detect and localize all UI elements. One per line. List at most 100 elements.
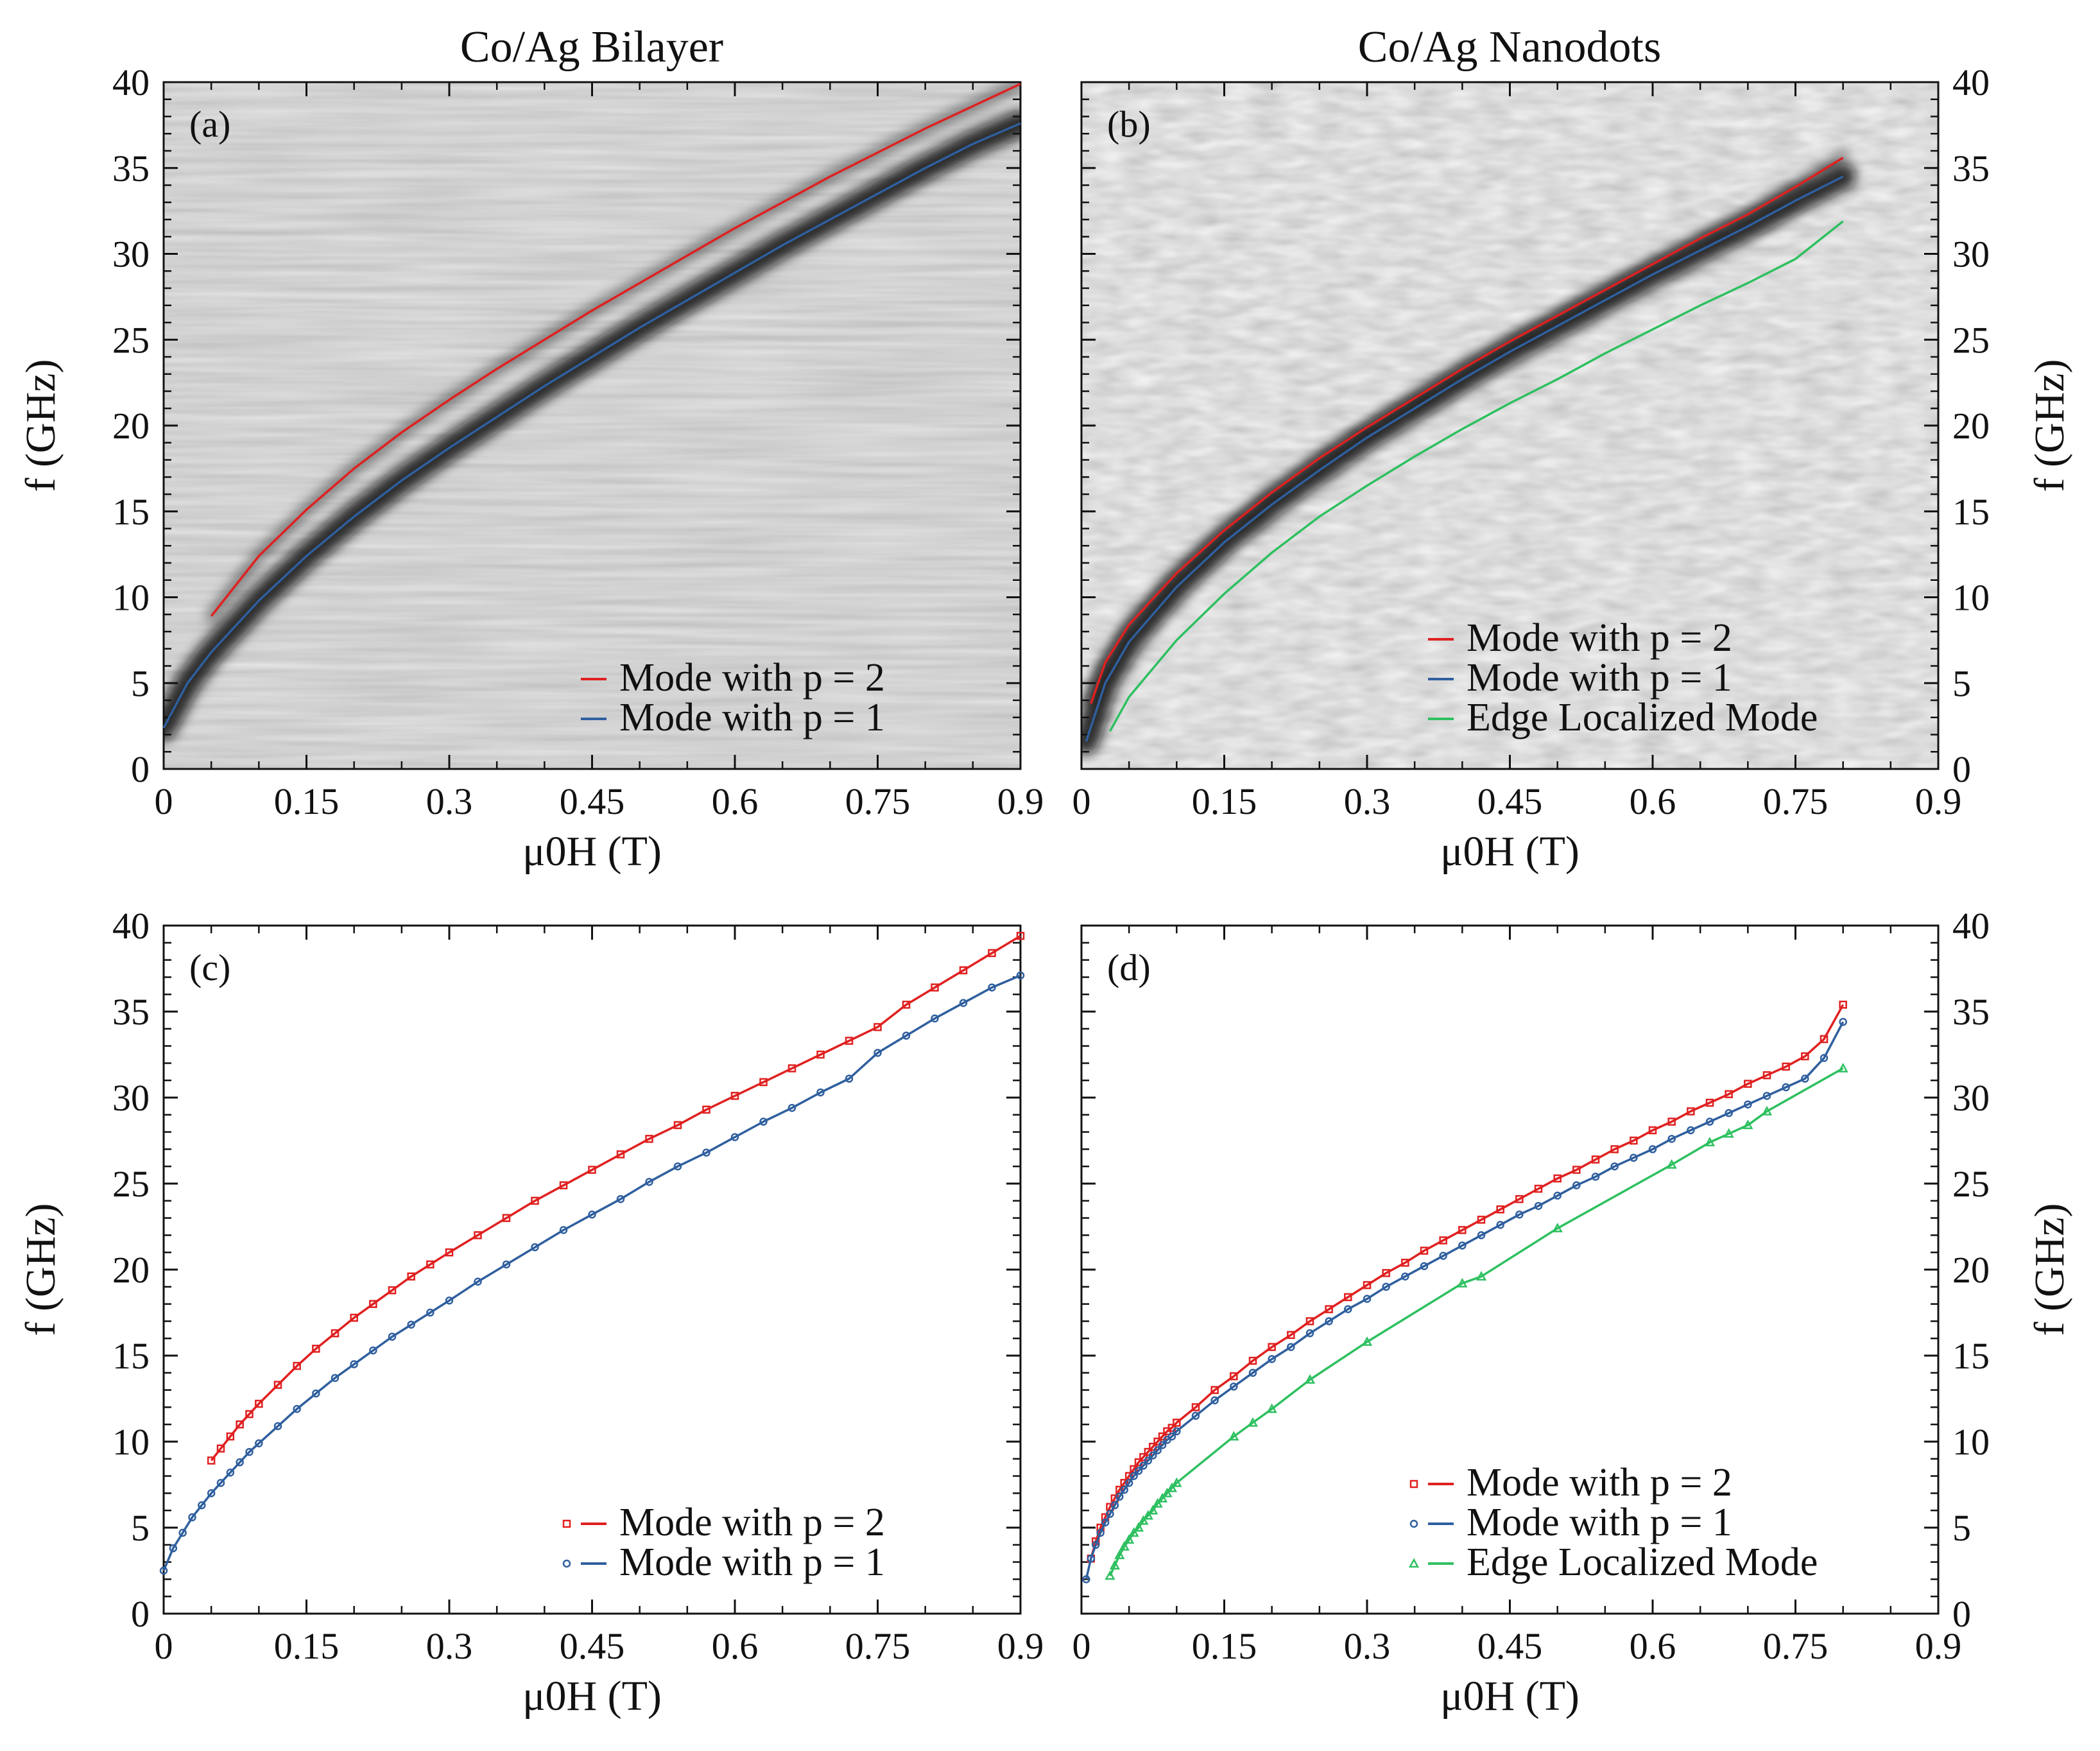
data-point (1149, 1451, 1157, 1460)
x-tick-label: 0.45 (1477, 1625, 1543, 1667)
data-point (1705, 1117, 1714, 1126)
x-tick-label: 0.45 (560, 781, 625, 822)
data-point (1610, 1162, 1619, 1171)
data-point (902, 1031, 911, 1040)
data-point (759, 1078, 768, 1087)
data-point (1082, 1575, 1090, 1583)
data-point (645, 1178, 653, 1186)
data-point (1162, 1487, 1173, 1497)
data-point (1761, 1105, 1773, 1116)
x-tick-label: 0.9 (997, 1625, 1044, 1667)
data-point (1157, 1492, 1168, 1503)
data-point (1648, 1126, 1657, 1135)
data-point (816, 1088, 825, 1097)
data-point (645, 1135, 653, 1143)
data-point (273, 1422, 282, 1431)
data-point (207, 1489, 216, 1497)
x-tick-label: 0.9 (1915, 781, 1962, 822)
data-point (1687, 1107, 1695, 1116)
data-point (1128, 1527, 1139, 1537)
data-point (216, 1479, 225, 1487)
y-tick-label: 35 (112, 991, 150, 1033)
data-point (1723, 1128, 1734, 1138)
legend-marker (1409, 1519, 1418, 1528)
x-tick-label: 0.3 (1344, 781, 1391, 822)
data-point (1496, 1205, 1504, 1214)
series-mode-with-p-1 (1082, 1017, 1847, 1583)
data-point (1173, 1427, 1181, 1436)
series-edge-localized-mode (1108, 220, 1844, 732)
y-tick-label: 10 (112, 577, 150, 619)
x-axis-label: μ0H (T) (522, 828, 662, 875)
data-point (1016, 931, 1025, 940)
y-tick-label: 40 (112, 905, 150, 947)
data-point (1572, 1181, 1581, 1189)
data-point (1228, 1431, 1239, 1441)
legend-marker (1408, 1558, 1420, 1568)
data-point (1591, 1155, 1600, 1164)
data-point (1744, 1100, 1752, 1108)
data-point (226, 1432, 235, 1441)
y-tick-label: 0 (131, 748, 150, 790)
y-tick-label: 5 (1952, 1507, 1971, 1549)
data-point (988, 983, 996, 992)
data-point (1801, 1074, 1809, 1083)
x-tick-label: 0.15 (274, 781, 340, 822)
data-point (1191, 1411, 1200, 1420)
data-point (1782, 1083, 1790, 1092)
data-point (1268, 1355, 1276, 1363)
legend-entry: Mode with p = 2 (1467, 616, 1732, 660)
x-tick-label: 0.15 (274, 1625, 340, 1667)
x-tick-label: 0.15 (1192, 781, 1257, 822)
data-point (207, 1456, 216, 1465)
legend-entry: Mode with p = 1 (1467, 1501, 1732, 1544)
series-line (210, 935, 1021, 1462)
legend-entry: Edge Localized Mode (1467, 1540, 1818, 1584)
data-point (1144, 1456, 1153, 1465)
data-point (245, 1447, 254, 1456)
data-point (845, 1074, 854, 1083)
data-point (1142, 1510, 1153, 1520)
data-point (1515, 1195, 1524, 1203)
data-point (874, 1049, 882, 1057)
x-tick-label: 0.75 (1763, 781, 1829, 822)
y-tick-label: 15 (1952, 491, 1990, 533)
y-axis-label: f (GHz) (2026, 359, 2073, 492)
data-point (1247, 1417, 1259, 1427)
data-point (1266, 1403, 1277, 1413)
data-point (1496, 1221, 1504, 1229)
series-line (162, 122, 1021, 729)
data-point (1124, 1534, 1135, 1544)
series-mode-with-p-2 (207, 931, 1025, 1465)
series-line (1085, 175, 1844, 742)
x-tick-label: 0.6 (712, 1625, 759, 1667)
x-tick-label: 0.45 (560, 1625, 625, 1667)
panel-b: 0 0.15 0.3 0.45 0.6 0.75 0.90510152025303540μ0… (1072, 62, 2074, 875)
data-point (1534, 1184, 1543, 1193)
data-point (1705, 1098, 1714, 1107)
data-point (502, 1260, 511, 1269)
data-point (236, 1420, 244, 1429)
data-point (931, 1014, 939, 1022)
series-mode-with-p-2 (1090, 157, 1844, 704)
y-axis-label: f (GHz) (17, 359, 64, 492)
data-point (1725, 1108, 1733, 1117)
data-point (1420, 1246, 1429, 1255)
legend-entry: Mode with p = 1 (619, 1540, 885, 1584)
data-point (1325, 1305, 1333, 1313)
x-tick-label: 0 (155, 1625, 173, 1667)
data-point (1110, 1501, 1119, 1510)
data-point (1152, 1497, 1163, 1508)
data-point (1820, 1054, 1829, 1062)
data-point (1610, 1145, 1619, 1153)
legend-entry: Mode with p = 2 (619, 1501, 885, 1544)
series-line (210, 83, 1021, 617)
data-point (236, 1458, 244, 1467)
panel-label: (c) (189, 947, 230, 988)
data-point (531, 1196, 539, 1205)
data-point (845, 1037, 854, 1045)
x-tick-label: 0.75 (845, 1625, 911, 1667)
legend-entry: Mode with p = 2 (1467, 1461, 1732, 1505)
data-point (988, 949, 996, 958)
